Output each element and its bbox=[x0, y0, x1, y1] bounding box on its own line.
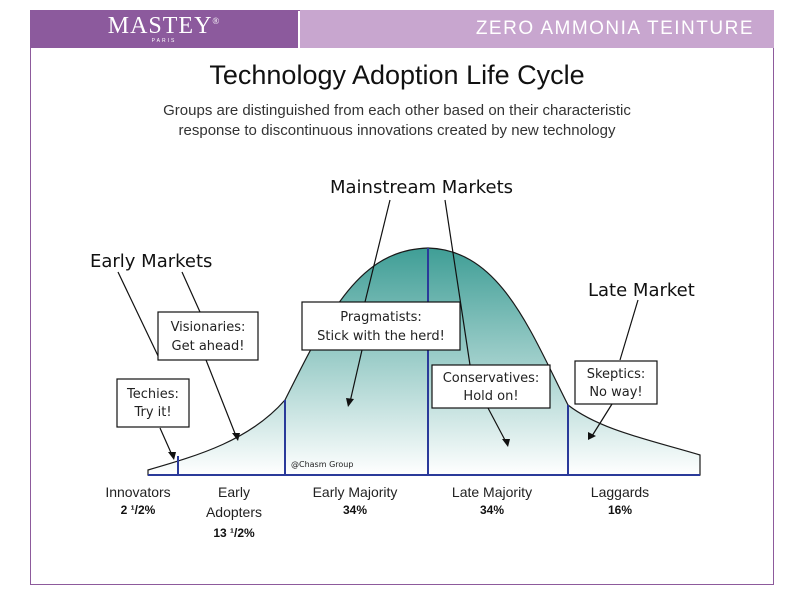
callout-skeptics: Skeptics: No way! bbox=[574, 360, 658, 405]
callout-visionaries-line-2: Get ahead! bbox=[172, 339, 245, 354]
brand-logo: MASTEY® bbox=[30, 13, 298, 40]
brand-name: MASTEY bbox=[107, 13, 213, 39]
callout-visionaries-line-1: Visionaries: bbox=[171, 320, 246, 335]
arrow-techies bbox=[159, 427, 173, 456]
segment-laggards: Laggards 16% bbox=[591, 484, 649, 517]
segment-early-adopters-name-2: Adopters bbox=[206, 504, 262, 520]
subtitle-line-1: Groups are distinguished from each other… bbox=[163, 102, 631, 119]
segment-early-majority: Early Majority 34% bbox=[313, 484, 398, 517]
early-markets-label: Early Markets bbox=[90, 251, 212, 272]
brand-subtitle: PARIS bbox=[151, 38, 177, 44]
segment-laggards-name: Laggards bbox=[591, 484, 649, 500]
pointer-late-to-skeptics bbox=[619, 299, 639, 361]
segment-laggards-pct: 16% bbox=[608, 503, 632, 517]
callout-conservatives: Conservatives: Hold on! bbox=[431, 364, 551, 409]
segment-early-adopters: Early Adopters 13 ¹/2% bbox=[206, 484, 262, 540]
arrow-pragmatists bbox=[349, 349, 363, 403]
segment-early-adopters-pct: 13 ¹/2% bbox=[213, 526, 255, 540]
callout-techies-line-1: Techies: bbox=[126, 387, 179, 402]
product-box: ZERO AMMONIA TEINTURE bbox=[300, 10, 774, 48]
callout-skeptics-line-2: No way! bbox=[589, 385, 642, 400]
diagram-subtitle: Groups are distinguished from each other… bbox=[0, 101, 794, 141]
product-name: ZERO AMMONIA TEINTURE bbox=[475, 18, 754, 39]
callout-techies: Techies: Try it! bbox=[116, 378, 190, 428]
arrow-visionaries bbox=[205, 359, 237, 437]
segment-late-majority-name: Late Majority bbox=[452, 484, 532, 500]
callout-conservatives-line-1: Conservatives: bbox=[443, 371, 540, 386]
header-bar: MASTEY® PARIS ZERO AMMONIA TEINTURE bbox=[30, 10, 774, 48]
callout-pragmatists: Pragmatists: Stick with the herd! bbox=[301, 301, 461, 351]
segment-early-majority-pct: 34% bbox=[343, 503, 367, 517]
arrowhead-visionaries bbox=[232, 433, 240, 441]
pointer-mainstream-left bbox=[364, 199, 391, 303]
callout-techies-line-2: Try it! bbox=[133, 405, 171, 420]
subtitle-line-2: response to discontinuous innovations cr… bbox=[178, 122, 616, 139]
late-market-label: Late Market bbox=[588, 280, 695, 301]
brand-trademark: ® bbox=[212, 16, 221, 26]
segment-early-adopters-name-1: Early bbox=[218, 484, 250, 500]
pointer-early-to-techies bbox=[117, 271, 161, 361]
segment-early-majority-name: Early Majority bbox=[313, 484, 398, 500]
callout-skeptics-line-1: Skeptics: bbox=[587, 367, 646, 382]
pointer-early-to-visionaries bbox=[181, 271, 201, 313]
pointer-mainstream-right bbox=[444, 199, 471, 366]
arrowhead-techies bbox=[168, 452, 176, 460]
callout-pragmatists-line-1: Pragmatists: bbox=[340, 310, 422, 325]
arrowhead-skeptics bbox=[588, 432, 596, 440]
segment-innovators-name: Innovators bbox=[105, 484, 170, 500]
mainstream-markets-label: Mainstream Markets bbox=[330, 177, 513, 198]
segment-innovators: Innovators 2 ¹/2% bbox=[105, 484, 170, 517]
segment-innovators-pct: 2 ¹/2% bbox=[121, 503, 156, 517]
arrow-skeptics bbox=[591, 403, 613, 437]
arrowhead-conservatives bbox=[502, 439, 510, 447]
segment-late-majority: Late Majority 34% bbox=[452, 484, 532, 517]
diagram-title: Technology Adoption Life Cycle bbox=[209, 60, 585, 90]
arrowhead-pragmatists bbox=[346, 398, 354, 407]
copyright-label: @Chasm Group bbox=[291, 460, 353, 469]
callout-conservatives-line-2: Hold on! bbox=[463, 389, 518, 404]
brand-box: MASTEY® PARIS bbox=[30, 10, 298, 48]
callout-visionaries: Visionaries: Get ahead! bbox=[157, 311, 259, 361]
segment-late-majority-pct: 34% bbox=[480, 503, 504, 517]
callout-pragmatists-line-2: Stick with the herd! bbox=[317, 329, 445, 344]
arrow-conservatives bbox=[487, 407, 507, 443]
